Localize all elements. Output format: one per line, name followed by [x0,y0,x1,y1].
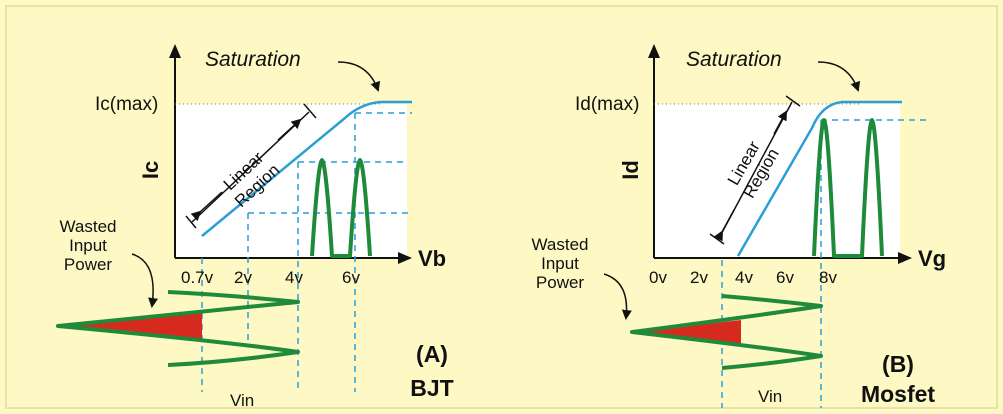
panel-b-wasted-arrow-icon [603,273,632,320]
panel-b-tick-3: 6v [776,268,794,287]
panel-a-input-waveform [56,290,300,367]
panel-a-tick-3: 6v [342,268,360,287]
panel-a-x-axis-arrow-icon [398,252,412,264]
panel-b-transfer-curve [736,100,902,257]
panel-b-saturation-arrow-icon [817,61,861,92]
panel-b-mosfet: Linear Region Saturation Id(max) Id Vg 0… [531,44,946,408]
panel-b-x-axis-arrow-icon [898,252,912,264]
panel-a-y-label: Ic [138,161,163,179]
panel-b-y-axis-arrow-icon [648,44,660,58]
panel-border [5,5,998,409]
panel-b-y-label: Id [618,160,643,180]
panel-b-wasted-area [632,320,741,344]
panel-b-tick-0: 0v [649,268,667,287]
panel-a-saturation-label: Saturation [205,48,301,71]
panel-a-ymax-label: Ic(max) [95,94,158,115]
panel-b-tick-4: 8v [819,268,837,287]
panel-a-caption-1: (A) [416,341,448,367]
panel-a-wasted-arrow-icon [131,253,159,308]
panel-b-output-pulses [812,118,884,258]
panel-a-vin-label: Vin [230,391,254,410]
panel-a-wasted-area [58,312,202,340]
panel-a-wasted-label-3: Power [64,255,113,274]
panel-a-y-axis-arrow-icon [169,44,181,58]
panel-b-tick-2: 4v [735,268,753,287]
panel-b-wasted-label-3: Power [536,273,585,292]
panel-b-region-arrow-low-icon [713,209,735,242]
panel-b-wasted-label-2: Input [541,254,579,273]
panel-a-x-label: Vb [418,246,446,271]
panel-b-x-label: Vg [918,246,946,271]
panel-a-caption-2: BJT [410,375,453,401]
panel-a-output-pulses [310,158,372,258]
panel-b-region-arrow-high-icon [773,110,787,135]
panel-b-ymax-label: Id(max) [575,94,639,115]
panel-a-transfer-curve [201,100,412,237]
panel-a-wasted-label-1: Wasted [59,217,116,236]
panel-a-region-arrow-low-icon [190,191,223,222]
panel-b-caption-2: Mosfet [861,381,935,407]
panel-b-wasted-label-1: Wasted [531,235,588,254]
panel-a-tick-2: 4v [285,268,303,287]
panel-b-input-waveform [630,294,823,370]
panel-a-tick-1: 2v [234,268,252,287]
panel-b-guides [721,119,930,408]
panel-a-bjt: Linear Region Saturation Ic(max) Ic Vb 0… [56,44,454,410]
panel-a-tick-0: 0.7v [181,268,214,287]
panel-a-wasted-label-2: Input [69,236,107,255]
panel-b-caption-1: (B) [882,351,914,377]
panel-b-vin-label: Vin [758,387,782,406]
panel-a-region-arrow-high-icon [277,118,302,141]
panel-a-saturation-arrow-icon [337,61,381,92]
panel-a-plot-area [175,104,407,258]
panel-b-saturation-label: Saturation [686,48,782,71]
panel-b-tick-1: 2v [690,268,708,287]
